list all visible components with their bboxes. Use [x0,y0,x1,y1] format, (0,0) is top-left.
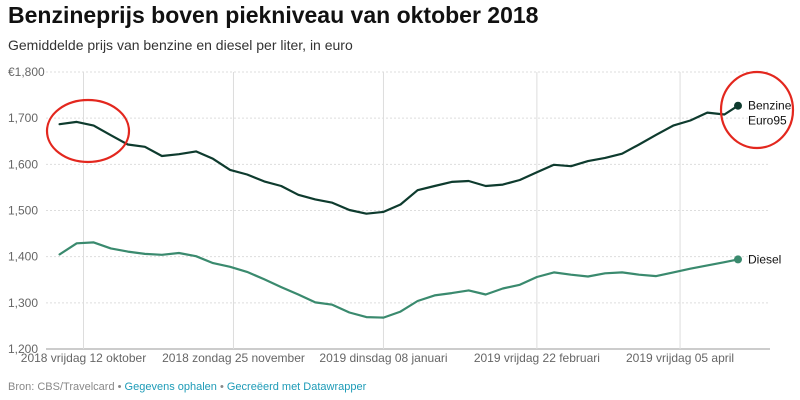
y-tick-label: 1,200 [8,342,38,356]
y-tick-label: 1,300 [8,296,38,310]
annotation-circle-start [45,98,131,164]
datawrapper-link[interactable]: Gecreëerd met Datawrapper [226,381,367,393]
get-data-link[interactable]: Gegevens ophalen [124,381,217,393]
x-tick-label: 2018 vrijdag 12 oktober [21,351,146,365]
y-tick-label: €1,800 [8,65,45,79]
series-label-diesel: Diesel [748,252,781,266]
series-label-benzine: Benzine Euro95 [748,99,792,128]
series-end-dot [734,255,742,264]
series-line-benzine [58,104,740,215]
chart-title: Benzineprijs boven piekniveau van oktobe… [8,2,539,28]
y-tick-label: 1,700 [8,111,38,125]
line-chart: 1,200 1,300 1,400 1,500 1,600 1,700 €1,800 2018… [8,65,795,365]
y-tick-label: 1,400 [8,250,38,264]
x-tick-label: 2019 vrijdag 22 februari [474,351,600,365]
series-label-line: Benzine [748,99,792,113]
series-label-line: Euro95 [748,114,787,128]
x-tick-label: 2018 zondag 25 november [162,351,305,365]
chart-subtitle: Gemiddelde prijs van benzine en diesel p… [8,37,353,53]
footer-separator: • [216,381,227,393]
x-tick-label: 2019 vrijdag 05 april [626,351,734,365]
x-tick-label: 2019 dinsdag 08 januari [319,351,447,365]
y-tick-label: 1,600 [8,157,38,171]
footer: Bron: CBS/Travelcard • Gegevens ophalen … [8,381,366,393]
annotation-circle-end [719,70,795,150]
footer-separator: • [114,381,125,393]
series-end-dot [734,101,742,110]
y-tick-label: 1,500 [8,204,38,218]
source-text: Bron: CBS/Travelcard [8,381,115,393]
series-line-diesel [58,241,740,319]
